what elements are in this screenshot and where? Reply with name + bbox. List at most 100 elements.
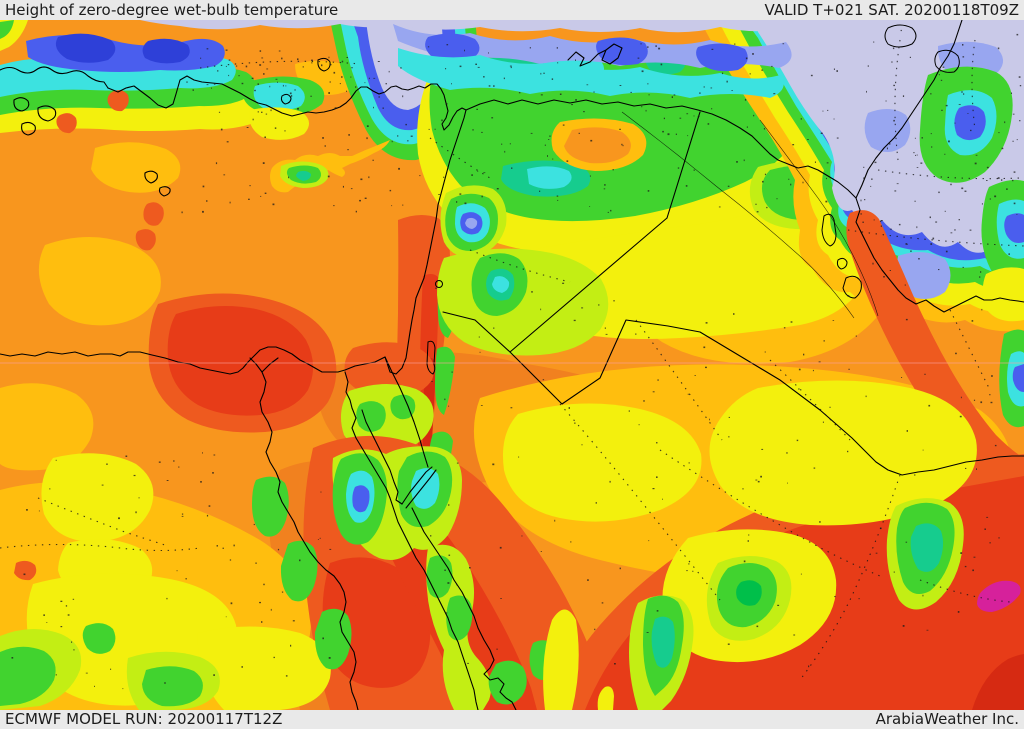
map-shape <box>55 459 57 461</box>
map-shape <box>938 191 940 194</box>
map-shape <box>935 221 938 223</box>
coastlines-and-borders <box>0 20 1024 710</box>
map-shape <box>871 178 873 180</box>
map-shape <box>705 322 708 324</box>
map-shape <box>38 510 40 512</box>
map-shape <box>863 177 865 180</box>
map-shape <box>656 610 659 612</box>
map-shape <box>164 682 166 684</box>
map-shape <box>829 406 831 408</box>
map-shape <box>471 174 473 176</box>
map-shape <box>586 84 589 86</box>
map-shape <box>916 154 918 156</box>
map-shape <box>73 649 75 651</box>
map-shape <box>255 562 257 564</box>
map-shape <box>875 552 878 554</box>
map-shape <box>540 72 542 75</box>
map-shape <box>981 308 983 311</box>
map-shape <box>928 404 931 407</box>
map-shape <box>557 199 559 201</box>
map-shape <box>272 203 275 206</box>
map-shape <box>989 394 991 396</box>
map-shape <box>1013 171 1016 173</box>
map-shape <box>900 29 902 32</box>
map-shape <box>270 109 272 112</box>
map-amb-shape <box>91 142 181 193</box>
map-shape <box>118 517 120 520</box>
map-shape <box>734 43 736 45</box>
map-shape <box>827 109 829 111</box>
map-shape <box>803 353 805 356</box>
map-shape <box>531 291 533 293</box>
map-shape <box>694 375 696 376</box>
map-shape <box>656 442 658 444</box>
map-shape <box>264 192 267 194</box>
map-cl-shape <box>144 170 158 184</box>
map-shape <box>464 202 467 205</box>
map-shape <box>619 128 621 130</box>
map-shape <box>347 149 349 151</box>
map-shape <box>1012 179 1014 182</box>
map-shape <box>798 368 801 371</box>
map-shape <box>687 135 689 137</box>
map-shape <box>488 52 489 54</box>
map-shape <box>757 480 760 483</box>
map-grn-shape <box>142 666 203 707</box>
map-shape <box>431 381 433 382</box>
map-shape <box>430 535 432 537</box>
map-shape <box>364 197 367 199</box>
map-shape <box>603 188 606 190</box>
map-shape <box>1016 139 1018 141</box>
map-shape <box>503 77 505 80</box>
map-shape <box>813 467 816 469</box>
map-shape <box>655 45 657 47</box>
map-shape <box>942 66 945 68</box>
map-shape <box>609 480 611 483</box>
map-shape <box>800 118 802 120</box>
map-shape <box>509 143 511 145</box>
map-shape <box>964 190 967 192</box>
map-shape <box>248 198 250 200</box>
map-shape <box>915 154 916 156</box>
map-shape <box>493 327 495 329</box>
map-shape <box>208 505 211 507</box>
map-shape <box>135 511 137 514</box>
map-shape <box>238 75 240 77</box>
map-shape <box>223 174 226 176</box>
map-cl-shape <box>0 66 109 89</box>
map-shape <box>562 124 565 126</box>
map-shape <box>176 570 178 572</box>
map-shape <box>282 84 284 87</box>
map-shape <box>310 95 312 97</box>
map-shape <box>328 56 330 59</box>
map-shape <box>1019 85 1022 87</box>
map-shape <box>929 216 931 219</box>
map-shape <box>945 250 948 253</box>
map-shape <box>510 66 512 69</box>
map-shape <box>896 183 899 185</box>
map-shape <box>488 85 491 87</box>
map-shape <box>886 147 888 150</box>
map-shape <box>610 209 612 212</box>
map-shape <box>743 159 745 162</box>
map-grn-shape <box>435 346 455 415</box>
map-shape <box>752 53 754 55</box>
map-cya-shape <box>411 468 440 509</box>
map-shape <box>549 135 551 137</box>
map-dotl-shape <box>971 39 976 131</box>
map-shape <box>1018 76 1021 78</box>
map-shape <box>594 628 596 631</box>
map-shape <box>202 452 203 454</box>
map-yel-shape <box>597 686 614 710</box>
map-shape <box>941 109 943 111</box>
map-red-shape <box>167 305 314 416</box>
map-shape <box>641 70 644 73</box>
header-bar: Height of zero-degree wet-bulb temperatu… <box>0 0 1024 20</box>
map-shape <box>72 598 75 600</box>
map-shape <box>391 140 393 143</box>
map-shape <box>389 189 392 192</box>
map-shape <box>1016 33 1019 36</box>
map-shape <box>11 657 14 659</box>
map-shape <box>916 226 918 229</box>
map-shape <box>445 68 447 70</box>
